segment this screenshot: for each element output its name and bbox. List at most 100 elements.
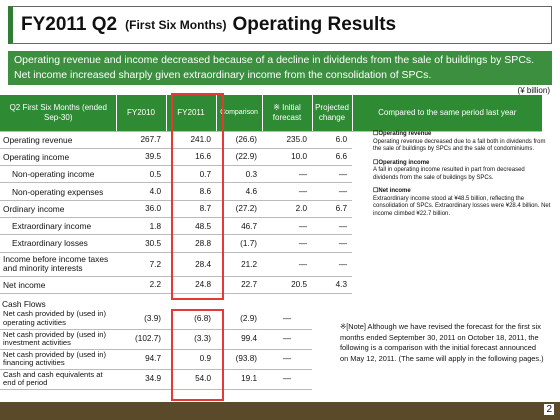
cell-fy2011: 16.6	[166, 148, 216, 167]
table-row: Net cash provided by (used in) investmen…	[0, 329, 312, 350]
table-row: Extraordinary losses 30.5 28.8 (1.7) — —	[0, 234, 542, 253]
cell-comparison: (2.9)	[216, 309, 262, 330]
table-row: Income before income taxes and minority …	[0, 252, 542, 277]
cell-comparison: 4.6	[216, 182, 262, 201]
table-row: Ordinary income 36.0 8.7 (27.2) 2.0 6.7	[0, 200, 542, 218]
cash-flows-title: Cash Flows	[2, 299, 46, 309]
header-fy2010: FY2010	[116, 95, 167, 132]
commentary-text: A fall in operating income resulted in p…	[373, 167, 525, 181]
commentary-text: Extraordinary income stood at ¥48.5 bill…	[373, 195, 551, 217]
cell-fy2010: (3.9)	[116, 309, 166, 330]
operating-results-table: Q2 First Six Months (ended Sep-30) FY201…	[0, 95, 542, 294]
cell-fy2011: 48.5	[166, 217, 216, 236]
cell-fy2010: 36.0	[116, 200, 166, 218]
commentary-heading: ☐Net income	[373, 188, 411, 194]
cell-forecast: —	[262, 165, 312, 184]
header-comparison: Comparison	[216, 95, 263, 132]
cell-projected: —	[312, 234, 352, 253]
cell-fy2011: 8.7	[166, 200, 216, 218]
cell-comparison: (1.7)	[216, 234, 262, 253]
table-row: Operating income 39.5 16.6 (22.9) 10.0 6…	[0, 148, 542, 167]
cell-fy2010: 34.9	[116, 369, 166, 390]
summary-line-2: Net income increased sharply given extra…	[14, 69, 432, 81]
cell-forecast: —	[262, 349, 312, 370]
page-title: FY2011 Q2	[21, 14, 118, 35]
cell-fy2011: 0.7	[166, 165, 216, 184]
cell-forecast: 20.5	[262, 276, 312, 294]
table-row: Operating revenue 267.7 241.0 (26.6) 235…	[0, 131, 542, 149]
summary-line-1: Operating revenue and income decreased b…	[14, 54, 535, 66]
cell-forecast: —	[262, 217, 312, 236]
cell-comparison: 0.3	[216, 165, 262, 184]
table-row: Non-operating expenses 4.0 8.6 4.6 — —	[0, 182, 542, 201]
cell-projected: —	[312, 165, 352, 184]
header-compared: Compared to the same period last year	[352, 95, 542, 132]
header-label: Q2 First Six Months (ended Sep-30)	[0, 95, 117, 132]
cell-fy2011: 8.6	[166, 182, 216, 201]
cell-comparison: 46.7	[216, 217, 262, 236]
cell-fy2011: 28.4	[166, 252, 216, 277]
header-forecast: ※ Initial forecast	[262, 95, 313, 132]
cell-projected: —	[312, 252, 352, 277]
cash-flows-table: Net cash provided by (used in) operating…	[0, 309, 312, 390]
footer-bar	[0, 402, 560, 420]
row-label: Operating income	[0, 148, 116, 167]
title-bar: FY2011 Q2 (First Six Months) Operating R…	[8, 6, 552, 44]
cell-fy2010: 7.2	[116, 252, 166, 277]
commentary-heading: ☐Operating revenue	[373, 131, 432, 137]
cell-projected: —	[312, 182, 352, 201]
cell-forecast: —	[262, 309, 312, 330]
row-label: Extraordinary income	[0, 217, 116, 236]
cell-comparison: (26.6)	[216, 131, 262, 149]
row-label: Extraordinary losses	[0, 234, 116, 253]
cell-comparison: (93.8)	[216, 349, 262, 370]
cell-comparison: 99.4	[216, 329, 262, 350]
table-row: Extraordinary income 1.8 48.5 46.7 — —	[0, 217, 542, 236]
cell-comparison: (27.2)	[216, 200, 262, 218]
cell-forecast: —	[262, 252, 312, 277]
cell-comparison: (22.9)	[216, 148, 262, 167]
cell-fy2011: 24.8	[166, 276, 216, 294]
cell-fy2010: 2.2	[116, 276, 166, 294]
cell-fy2010: 94.7	[116, 349, 166, 370]
table-row: Net cash provided by (used in) financing…	[0, 349, 312, 370]
cell-fy2010: 267.7	[116, 131, 166, 149]
cell-comparison: 22.7	[216, 276, 262, 294]
row-label: Cash and cash equivalents at end of peri…	[0, 369, 116, 390]
cell-fy2010: 1.8	[116, 217, 166, 236]
table-row: Non-operating income 0.5 0.7 0.3 — —	[0, 165, 542, 184]
cell-fy2010: 0.5	[116, 165, 166, 184]
cell-comparison: 21.2	[216, 252, 262, 277]
table-row: Net cash provided by (used in) operating…	[0, 309, 312, 330]
forecast-note: ※[Note] Although we have revised the for…	[340, 322, 544, 363]
row-label: Net cash provided by (used in) investmen…	[0, 329, 116, 350]
table-row: Cash and cash equivalents at end of peri…	[0, 369, 312, 390]
cell-fy2011: 28.8	[166, 234, 216, 253]
cell-fy2011: (3.3)	[166, 329, 216, 350]
page-title-end: Operating Results	[232, 14, 397, 35]
row-label: Net cash provided by (used in) operating…	[0, 309, 116, 330]
cell-fy2011: 241.0	[166, 131, 216, 149]
row-label: Ordinary income	[0, 200, 116, 218]
commentary-text: Operating revenue decreased due to a fal…	[373, 138, 546, 153]
row-label: Non-operating income	[0, 165, 116, 184]
table-row: Net income 2.2 24.8 22.7 20.5 4.3	[0, 276, 542, 294]
cell-forecast: —	[262, 234, 312, 253]
cell-comparison: 19.1	[216, 369, 262, 390]
header-fy2011: FY2011	[166, 95, 217, 132]
row-label: Income before income taxes and minority …	[0, 252, 116, 277]
table-header-row: Q2 First Six Months (ended Sep-30) FY201…	[0, 95, 542, 132]
cell-projected: —	[312, 217, 352, 236]
row-label: Non-operating expenses	[0, 182, 116, 201]
page-subtitle: (First Six Months)	[125, 18, 227, 32]
unit-label: (¥ billion)	[517, 86, 550, 95]
cell-fy2010: 30.5	[116, 234, 166, 253]
cell-fy2011: 0.9	[166, 349, 216, 370]
cell-fy2010: (102.7)	[116, 329, 166, 350]
cell-fy2010: 39.5	[116, 148, 166, 167]
cell-forecast: —	[262, 182, 312, 201]
cell-forecast: 2.0	[262, 200, 312, 218]
cell-projected: 6.7	[312, 200, 352, 218]
cell-fy2011: (6.8)	[166, 309, 216, 330]
row-label: Net income	[0, 276, 116, 294]
